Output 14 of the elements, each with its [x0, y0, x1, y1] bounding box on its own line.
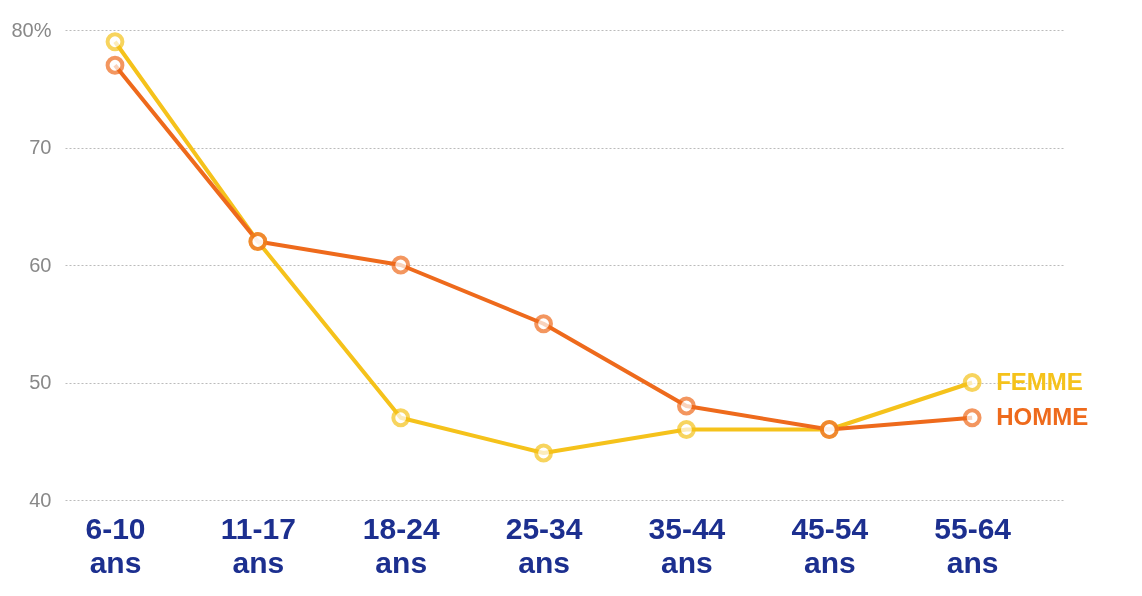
y-tick-label: 40	[29, 488, 52, 511]
x-tick-label: 6-10 ans	[85, 511, 146, 579]
y-tick-label: 70	[29, 136, 52, 158]
y-tick-label: 80%	[11, 18, 52, 41]
y-tick-label: 60	[29, 253, 52, 276]
series-label: HOMME	[996, 402, 1089, 430]
x-tick-label: 25-34 ans	[505, 511, 583, 579]
y-tick-label: 50	[29, 371, 52, 393]
x-tick-label: 35-44 ans	[648, 511, 726, 579]
series-label: FEMME	[996, 367, 1083, 395]
x-tick-label: 45-54 ans	[791, 511, 869, 579]
x-tick-label: 55-64 ans	[934, 511, 1012, 579]
x-tick-label: 11-17 ans	[220, 511, 296, 579]
x-tick-label: 18-24 ans	[362, 511, 440, 579]
